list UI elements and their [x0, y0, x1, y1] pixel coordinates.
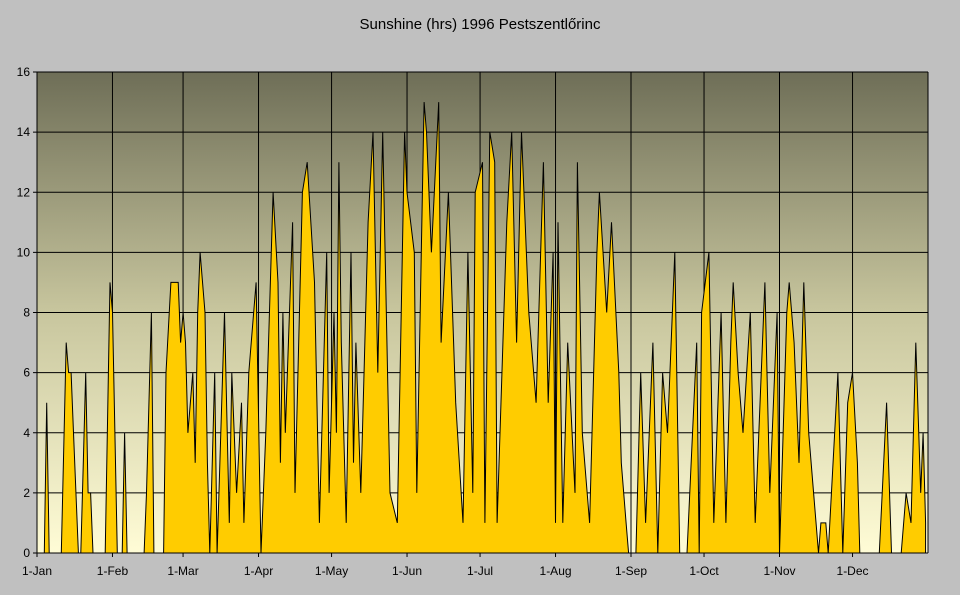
x-tick-label: 1-Jul [467, 564, 493, 578]
x-tick-label: 1-Jun [392, 564, 422, 578]
x-tick-label: 1-Feb [97, 564, 129, 578]
y-tick-label: 16 [17, 65, 31, 79]
chart-title: Sunshine (hrs) 1996 Pestszentlőrinc [359, 16, 601, 33]
y-tick-label: 2 [23, 486, 30, 500]
y-tick-label: 8 [23, 306, 30, 320]
x-tick-label: 1-May [315, 564, 348, 578]
y-tick-label: 10 [17, 245, 31, 259]
sunshine-area-series [37, 102, 927, 554]
x-tick-label: 1-Dec [837, 564, 869, 578]
y-tick-label: 12 [17, 185, 31, 199]
x-tick-label: 1-Sep [615, 564, 647, 578]
y-tick-label: 14 [17, 125, 31, 139]
y-tick-label: 0 [23, 546, 30, 560]
x-tick-label: 1-Oct [689, 564, 719, 578]
x-tick-label: 1-Aug [540, 564, 572, 578]
x-tick-label: 1-Apr [244, 564, 273, 578]
y-tick-label: 4 [23, 426, 30, 440]
y-tick-label: 6 [23, 366, 30, 380]
x-tick-label: 1-Mar [167, 564, 198, 578]
x-tick-label: 1-Nov [763, 564, 795, 578]
x-tick-label: 1-Jan [22, 564, 52, 578]
